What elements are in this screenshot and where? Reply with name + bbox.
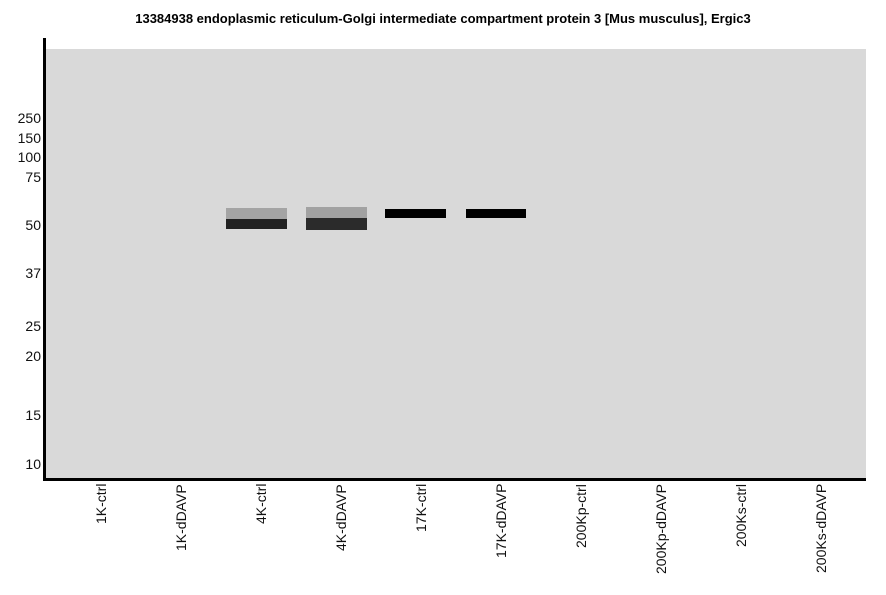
lane-label-1K-ctrl: 1K-ctrl xyxy=(93,484,109,525)
plot-area xyxy=(46,49,866,478)
lane-label-200Kp-dDAVP: 200Kp-dDAVP xyxy=(653,484,669,575)
band-17K-ctrl xyxy=(385,209,446,218)
y-tick-label-100: 100 xyxy=(17,149,41,165)
y-tick-label-10: 10 xyxy=(25,456,41,472)
y-tick-label-15: 15 xyxy=(25,407,41,423)
lane-label-1K-dDAVP: 1K-dDAVP xyxy=(173,484,189,551)
band-4K-dDAVP xyxy=(306,207,367,218)
lane-label-200Kp-ctrl: 200Kp-ctrl xyxy=(573,484,589,548)
y-axis-line xyxy=(43,38,46,481)
lane-label-4K-ctrl: 4K-ctrl xyxy=(253,484,269,525)
band-17K-dDAVP xyxy=(466,209,526,218)
band-4K-ctrl xyxy=(226,208,287,219)
y-tick-label-150: 150 xyxy=(17,130,41,146)
y-tick-label-50: 50 xyxy=(25,217,41,233)
lane-label-200Ks-dDAVP: 200Ks-dDAVP xyxy=(813,484,829,574)
y-tick-label-37: 37 xyxy=(25,265,41,281)
lane-label-4K-dDAVP: 4K-dDAVP xyxy=(333,484,349,551)
y-tick-label-75: 75 xyxy=(25,169,41,185)
band-4K-dDAVP xyxy=(306,218,367,230)
figure-title: 13384938 endoplasmic reticulum-Golgi int… xyxy=(135,11,751,26)
y-tick-label-20: 20 xyxy=(25,348,41,364)
y-tick-label-25: 25 xyxy=(25,318,41,334)
band-4K-ctrl xyxy=(226,219,287,229)
lane-label-17K-dDAVP: 17K-dDAVP xyxy=(493,484,509,559)
y-tick-label-250: 250 xyxy=(17,110,41,126)
lane-label-200Ks-ctrl: 200Ks-ctrl xyxy=(733,484,749,548)
x-axis-line xyxy=(43,478,866,481)
lane-label-17K-ctrl: 17K-ctrl xyxy=(413,484,429,533)
